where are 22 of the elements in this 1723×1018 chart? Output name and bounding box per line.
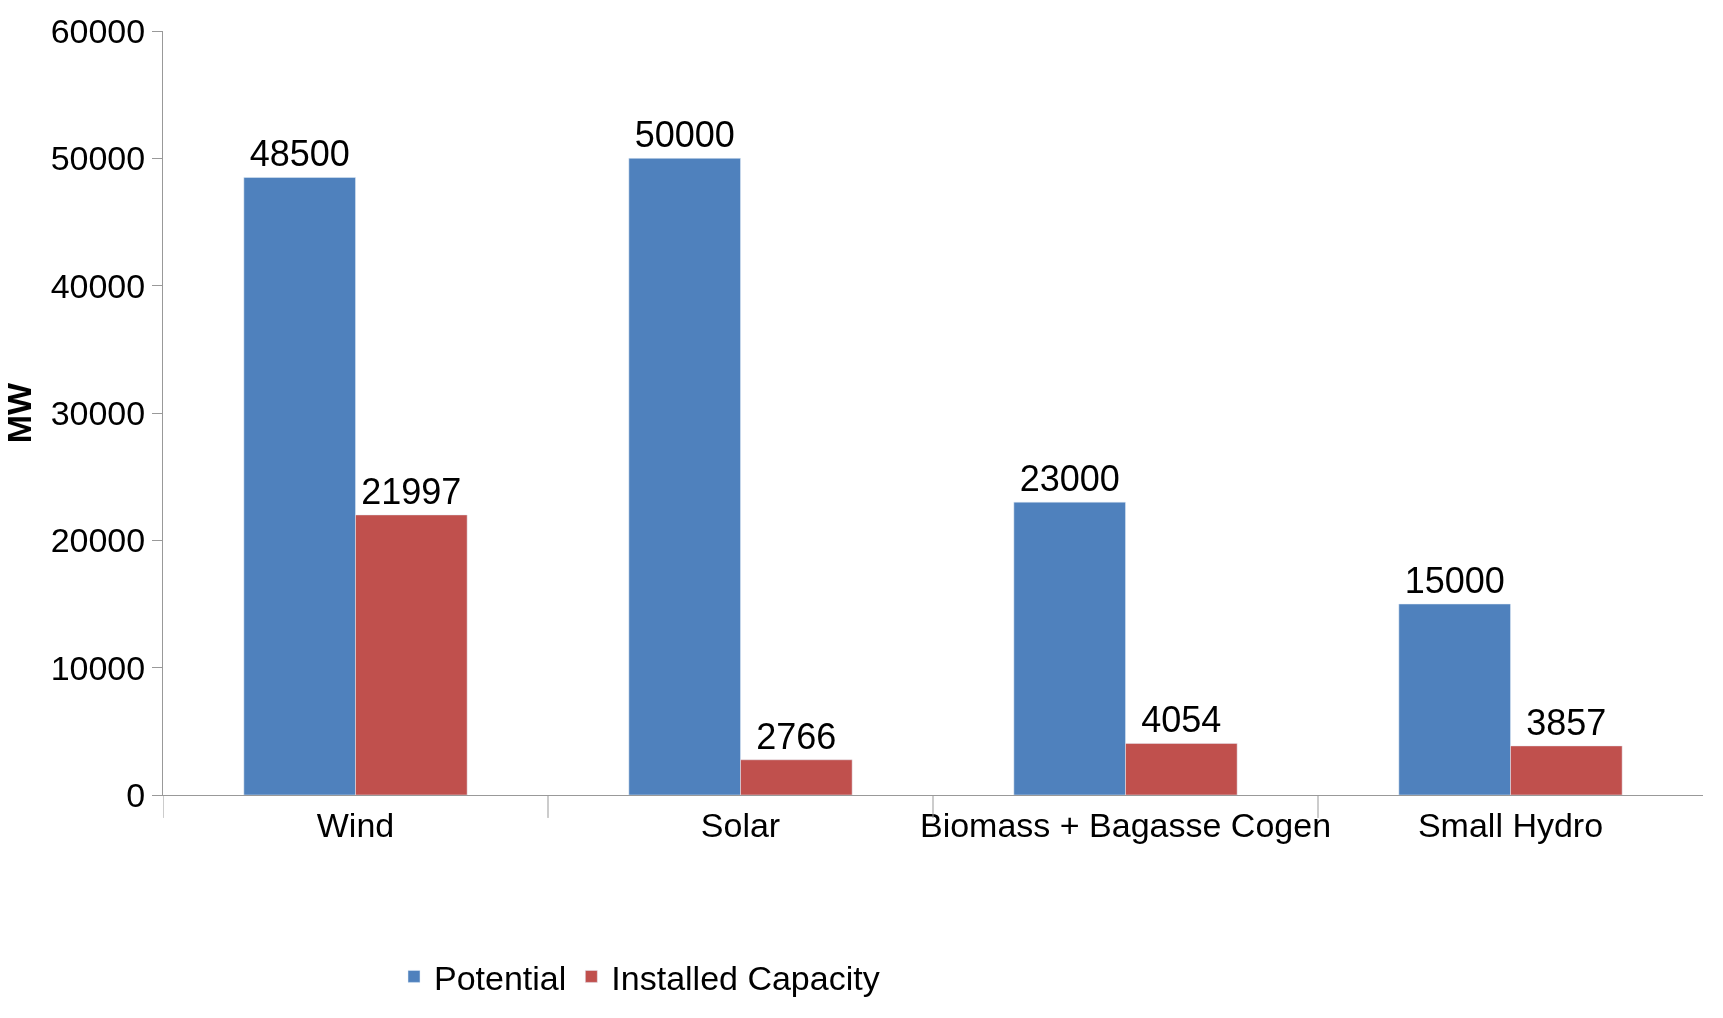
- data-label: 3857: [1526, 701, 1607, 743]
- data-label: 15000: [1404, 560, 1505, 601]
- x-tick-label: Biomass + Bagasse Cogen: [919, 805, 1332, 844]
- y-tick-label: 30000: [50, 393, 146, 432]
- legend-label: Potential: [434, 958, 567, 997]
- x-tick-label: Solar: [700, 805, 781, 844]
- y-tick-label: 0: [126, 775, 146, 814]
- data-label: 23000: [1019, 458, 1120, 500]
- y-axis-title: MW: [0, 381, 38, 444]
- data-label: 50000: [634, 114, 735, 156]
- y-tick-label: 60000: [50, 11, 146, 50]
- y-tick-label: 20000: [50, 521, 146, 560]
- y-tick-label: 50000: [50, 139, 146, 178]
- y-tick-label: 10000: [50, 648, 146, 687]
- x-tick-label: Wind: [316, 805, 395, 844]
- data-label: 21997: [361, 470, 462, 512]
- data-label: 4054: [1141, 699, 1222, 741]
- data-label: 2766: [756, 715, 837, 757]
- legend-label: Installed Capacity: [611, 958, 880, 997]
- x-tick-label: Small Hydro: [1417, 805, 1604, 844]
- data-label: 48500: [249, 133, 350, 175]
- y-tick-label: 40000: [50, 266, 146, 305]
